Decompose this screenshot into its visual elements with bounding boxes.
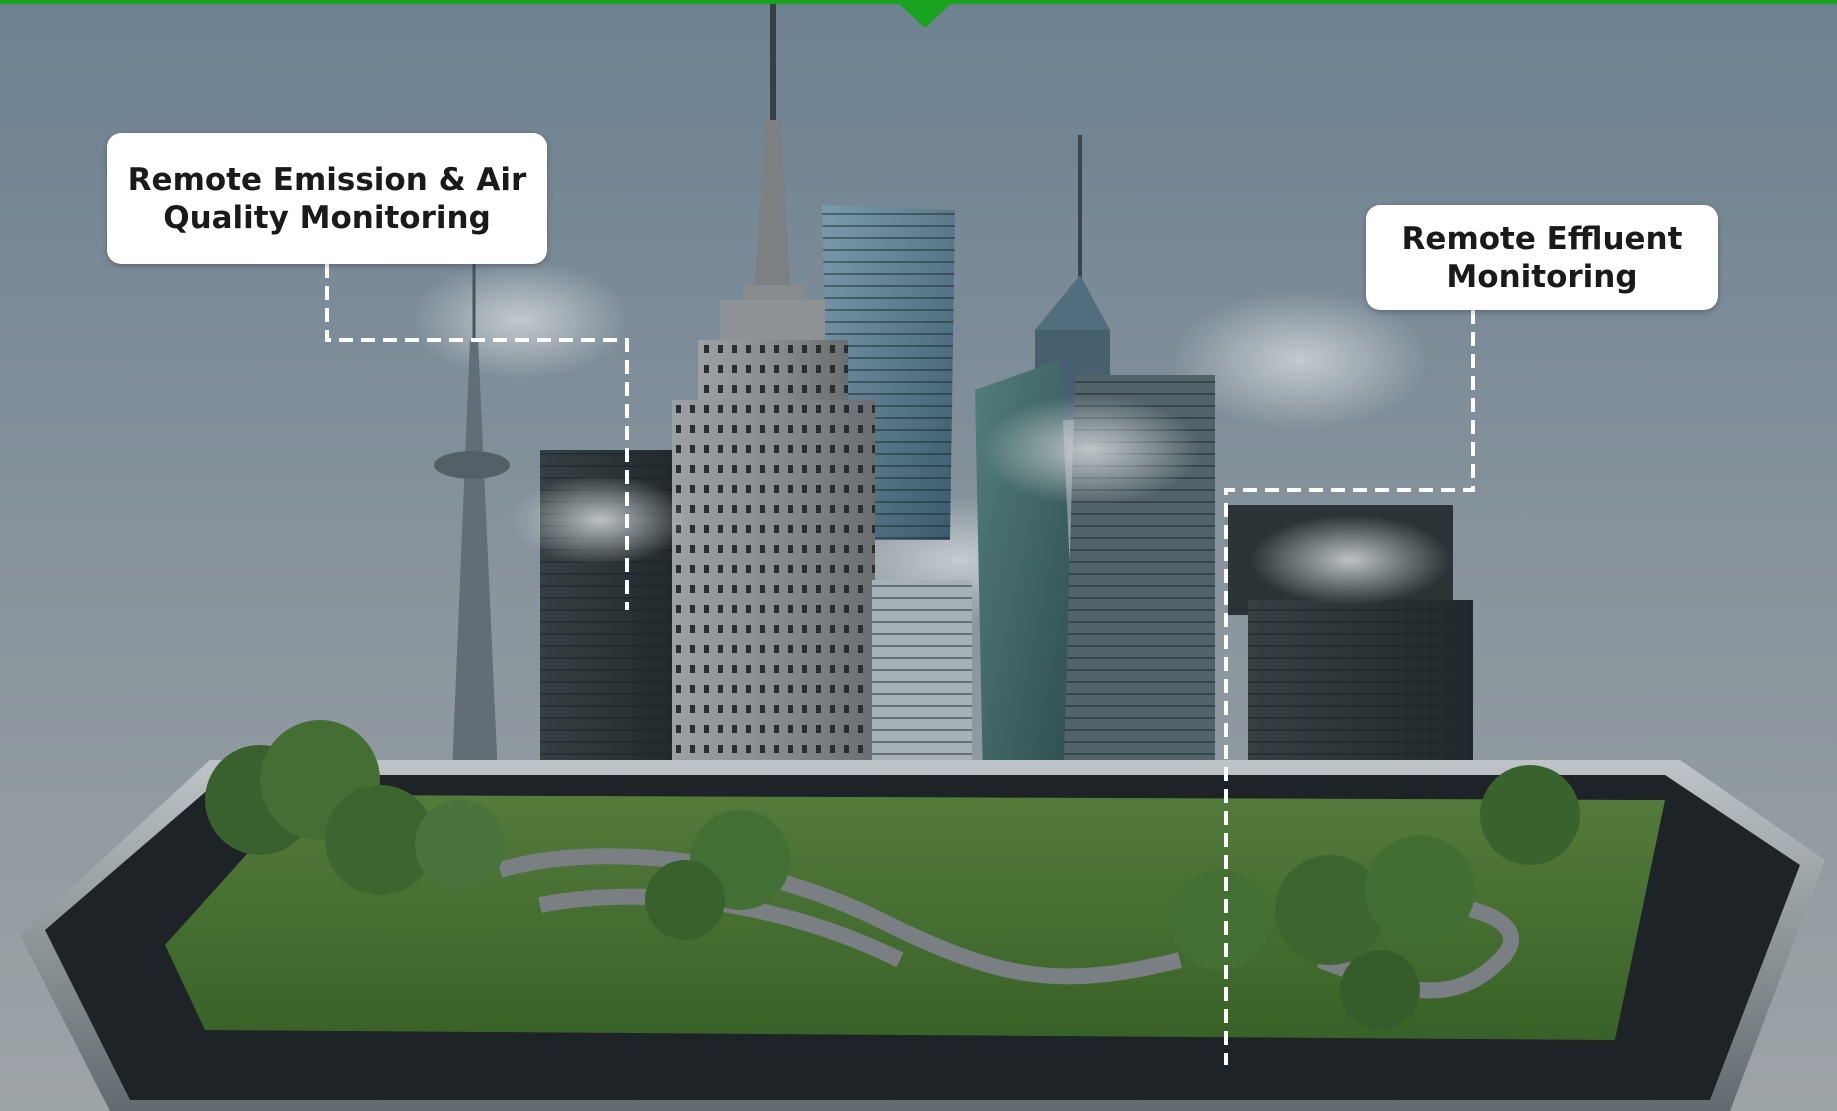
- trees: [205, 720, 1580, 1030]
- callout-effluent-line2: Monitoring: [1446, 258, 1638, 295]
- callout-connector-left: [325, 264, 629, 610]
- callout-effluent: Remote Effluent Monitoring: [1366, 205, 1718, 310]
- callout-effluent-line1: Remote Effluent: [1401, 220, 1683, 257]
- tv-tower: [434, 250, 510, 820]
- callout-air-quality-line1: Remote Emission & Air: [127, 161, 527, 198]
- callout-air-quality: Remote Emission & Air Quality Monitoring: [107, 133, 547, 264]
- down-pointer-icon: [895, 0, 955, 28]
- callout-air-quality-line2: Quality Monitoring: [163, 199, 491, 236]
- callout-connector-right: [1224, 310, 1475, 1065]
